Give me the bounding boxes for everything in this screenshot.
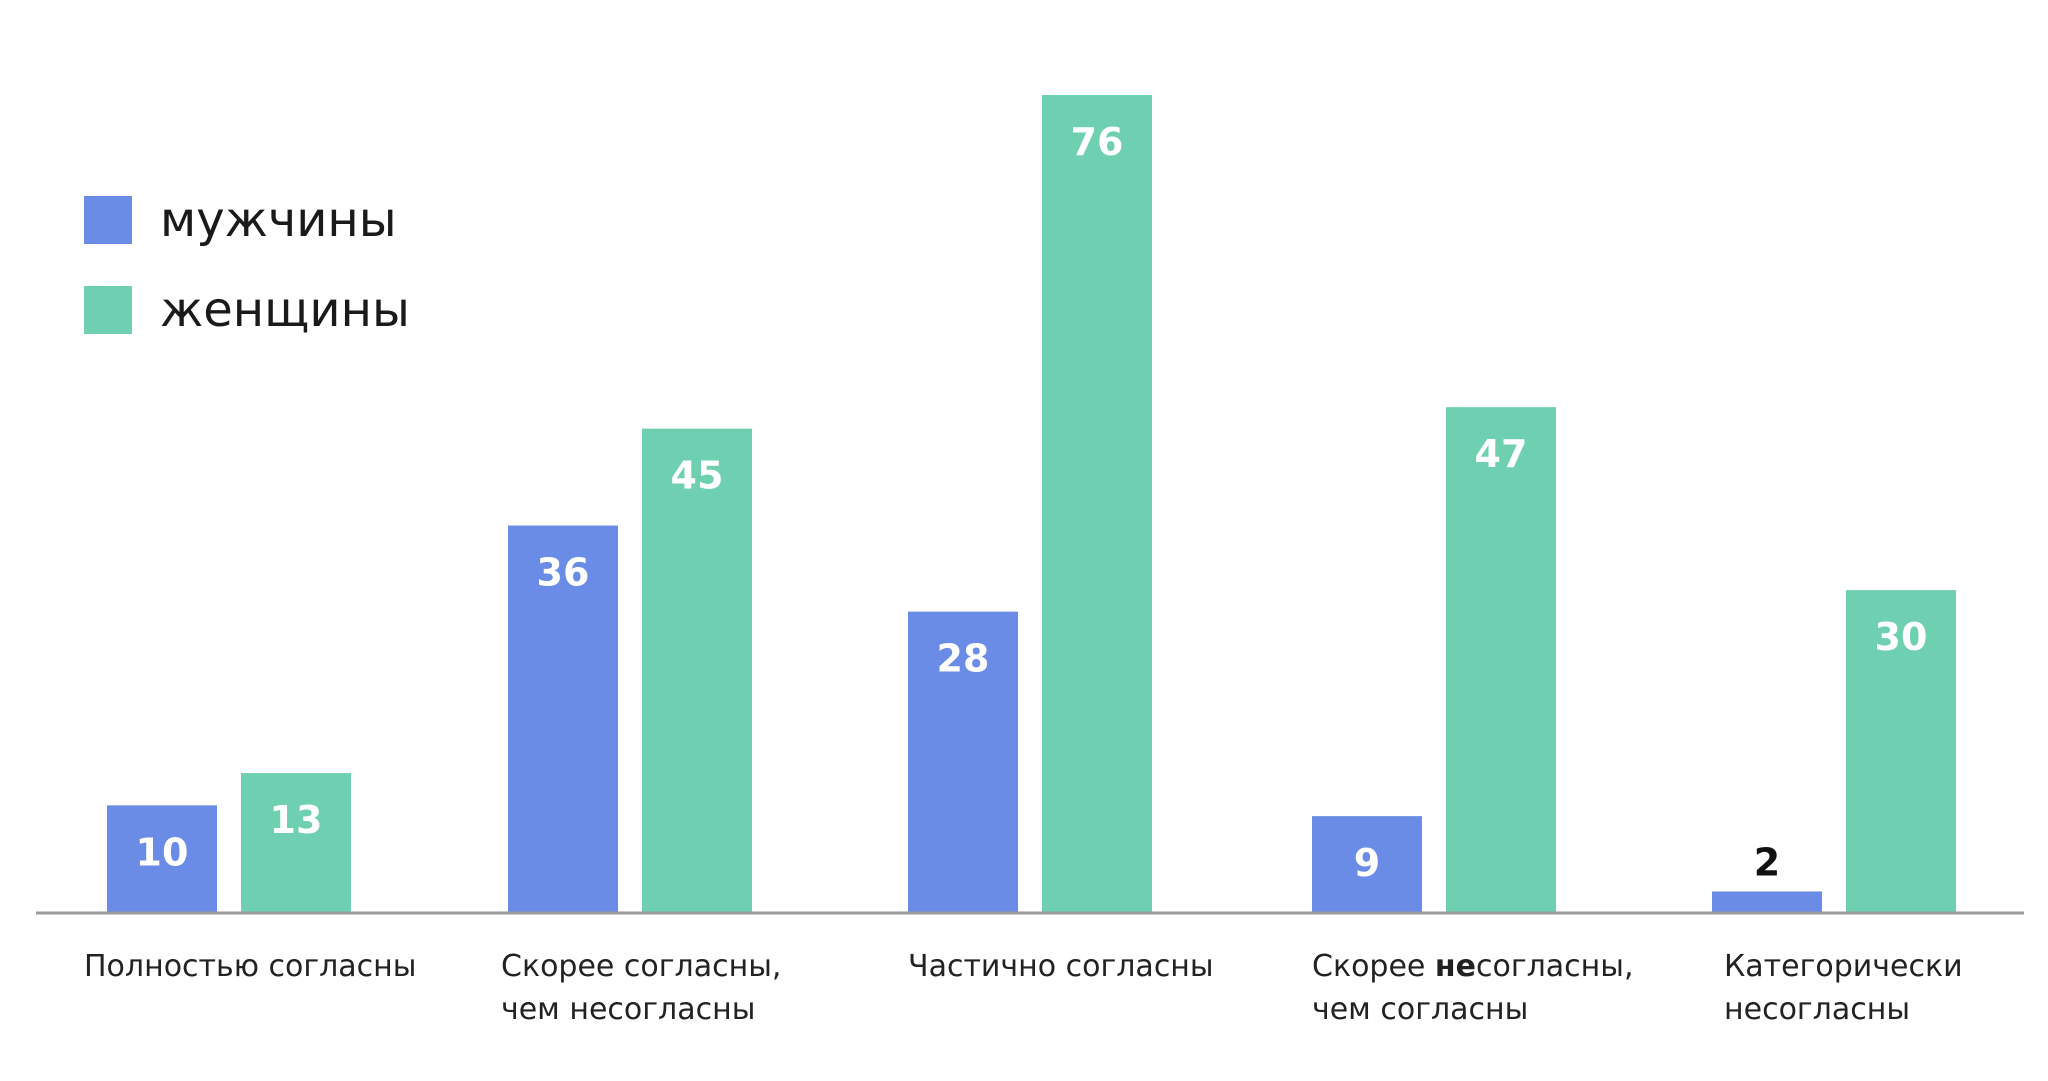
bar-value-label: 9 [1354, 841, 1380, 885]
category-label: несогласны [1724, 992, 1910, 1027]
legend-swatch-women [84, 286, 132, 334]
legend-label-women: женщины [160, 282, 410, 338]
bar-value-label: 45 [671, 454, 724, 498]
bar-value-label: 76 [1071, 120, 1124, 164]
bar-value-label: 10 [136, 830, 189, 874]
legend-item-women: женщины [84, 282, 410, 338]
bar-women-0 [241, 773, 351, 913]
legend-label-men: мужчины [160, 192, 397, 248]
category-label: Скорее несогласны, [1312, 949, 1634, 984]
bar-value-label: 47 [1475, 432, 1528, 476]
category-label: Частично согласны [908, 949, 1214, 984]
bar-value-label: 2 [1754, 840, 1780, 884]
bar-women-1 [642, 428, 752, 913]
legend: мужчины женщины [84, 192, 410, 375]
bar-value-label: 36 [537, 551, 590, 595]
category-label: Скорее согласны, [501, 949, 781, 984]
bar-men-3 [1312, 816, 1422, 913]
bar-men-1 [508, 525, 618, 913]
bar-value-label: 28 [937, 637, 990, 681]
legend-swatch-men [84, 196, 132, 244]
bar-women-3 [1446, 407, 1556, 913]
bar-men-2 [908, 611, 1018, 913]
category-label: Полностью согласны [84, 949, 416, 984]
category-label: Категорически [1724, 949, 1963, 984]
bar-value-label: 13 [270, 798, 323, 842]
legend-item-men: мужчины [84, 192, 410, 248]
category-label: чем согласны [1312, 992, 1528, 1027]
bar-women-4 [1846, 590, 1956, 913]
bar-men-0 [107, 805, 217, 913]
category-label: чем несогласны [501, 992, 755, 1027]
bar-value-label: 30 [1875, 615, 1928, 659]
bar-women-2 [1042, 95, 1152, 913]
bar-men-4 [1712, 891, 1822, 913]
